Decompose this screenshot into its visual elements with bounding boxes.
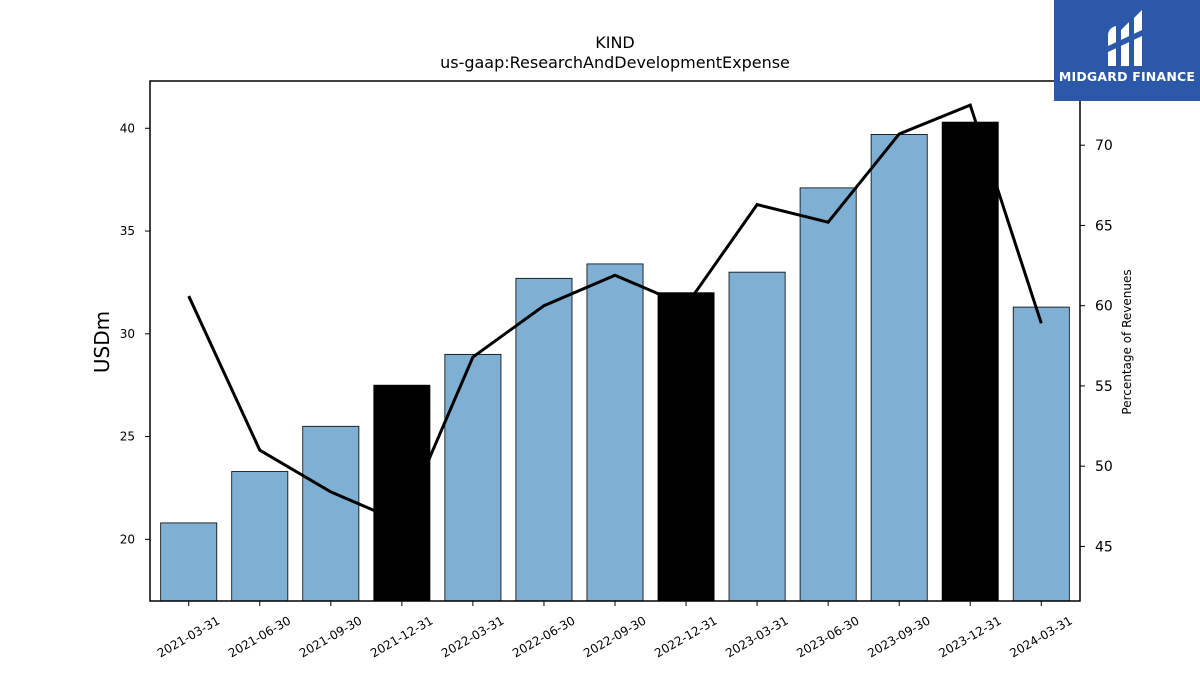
y2-tick-label: 65 (1095, 218, 1113, 234)
bar-2021-03-31 (160, 522, 218, 602)
right-axis-ticks: 45 50 55 60 65 70 (1080, 138, 1113, 555)
chart-subtitle: us-gaap:ResearchAndDevelopmentExpense (440, 53, 790, 72)
midgard-finance-logo: MIDGARD FINANCE (1054, 0, 1200, 101)
left-axis-ticks: 20 25 30 35 40 (120, 121, 150, 546)
x-tick-label: 2023-12-31 (936, 613, 1003, 660)
x-tick-label: 2023-06-30 (794, 613, 861, 660)
revenue-percentage-line (187, 103, 1043, 525)
x-tick-label: 2021-09-30 (297, 613, 364, 660)
y-axis-label: USDm (90, 311, 114, 373)
logo-text: MIDGARD FINANCE (1058, 69, 1196, 84)
bar-2022-06-30 (515, 277, 573, 602)
x-tick-label: 2024-03-31 (1007, 613, 1074, 660)
x-tick-label: 2022-06-30 (510, 613, 577, 660)
y2-tick-label: 60 (1095, 299, 1113, 315)
bar-2023-09-30 (870, 134, 928, 602)
bar-2022-09-30 (586, 263, 644, 602)
x-axis-ticks: 2021-03-31 2021-06-30 2021-09-30 2021-12-31… (155, 601, 1075, 660)
y2-tick-label: 70 (1095, 138, 1113, 154)
x-tick-label: 2022-12-31 (652, 613, 719, 660)
y-tick-label: 35 (120, 224, 135, 238)
x-tick-label: 2021-12-31 (368, 613, 435, 660)
y-tick-label: 40 (120, 121, 135, 135)
revenue-percentage-line-layer (187, 103, 1043, 525)
x-tick-label: 2021-06-30 (226, 613, 293, 660)
bar-2021-09-30 (302, 425, 360, 602)
x-tick-label: 2022-09-30 (581, 613, 648, 660)
y2-tick-label: 55 (1095, 379, 1113, 395)
bar-2022-12-31 (657, 292, 715, 602)
x-tick-label: 2022-03-31 (439, 613, 506, 660)
y-tick-label: 20 (120, 532, 135, 546)
bar-2023-06-30 (799, 187, 857, 602)
bar-2021-06-30 (231, 471, 289, 602)
x-tick-label: 2023-09-30 (865, 613, 932, 660)
y2-tick-label: 45 (1095, 539, 1113, 555)
bar-2021-12-31 (373, 384, 431, 602)
logo-mark-icon (1108, 10, 1142, 66)
y2-axis-label: Percentage of Revenues (1120, 269, 1134, 414)
bar-2024-03-31 (1012, 306, 1070, 602)
y-tick-label: 30 (120, 327, 135, 341)
y2-tick-label: 50 (1095, 459, 1113, 475)
y-tick-label: 25 (120, 430, 135, 444)
bar-2023-12-31 (941, 121, 999, 602)
x-tick-label: 2023-03-31 (723, 613, 790, 660)
bar-2023-03-31 (728, 271, 786, 602)
bars (160, 121, 1070, 602)
bar-2022-03-31 (444, 353, 502, 602)
chart-title: KIND (595, 33, 635, 52)
x-tick-label: 2021-03-31 (155, 613, 222, 660)
